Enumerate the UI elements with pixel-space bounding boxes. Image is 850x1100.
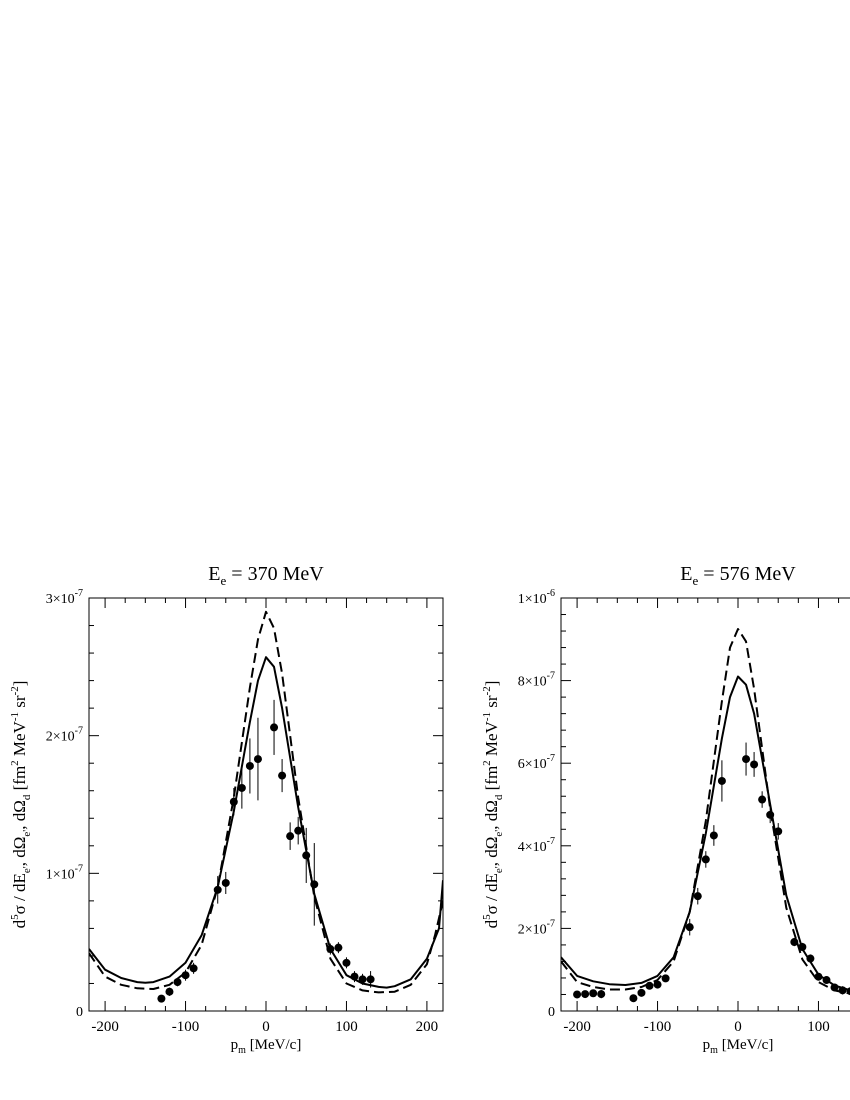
data-point (685, 923, 694, 932)
data-point (366, 975, 375, 984)
data-point (790, 938, 799, 947)
dashed-curve (89, 610, 443, 994)
x-tick-label: 200 (416, 1019, 439, 1035)
x-axis-label: pm [MeV/c] (703, 1037, 774, 1056)
data-point (358, 975, 367, 984)
y-tick-label: 0 (76, 1005, 83, 1020)
data-point (750, 760, 759, 769)
data-point (830, 983, 839, 992)
x-tick-label: -200 (91, 1019, 119, 1035)
y-tick-label: 3×10-7 (46, 588, 83, 607)
data-point (645, 981, 654, 990)
x-tick-label: -200 (563, 1019, 591, 1035)
data-point (245, 761, 254, 770)
x-tick-label: 0 (734, 1019, 742, 1035)
x-tick-label: -100 (172, 1019, 200, 1035)
data-point (661, 974, 670, 983)
data-point (286, 832, 295, 841)
data-point (573, 990, 582, 999)
x-axis-label: pm [MeV/c] (231, 1037, 302, 1056)
data-points (157, 699, 375, 1003)
data-point (846, 987, 850, 996)
data-point (310, 880, 319, 889)
data-point (589, 989, 598, 998)
data-point (838, 986, 847, 995)
data-point (822, 976, 831, 985)
data-point (237, 783, 246, 792)
data-point (798, 942, 807, 951)
data-point (157, 994, 166, 1003)
data-point (581, 990, 590, 999)
y-axis-label: d5σ / dEe', dΩe', dΩd [fm2 MeV-1 sr-2] (9, 681, 33, 929)
data-point (629, 994, 638, 1003)
x-tick-label: 100 (807, 1019, 830, 1035)
solid-curve (561, 675, 850, 992)
y-tick-label: 1×10-6 (518, 588, 555, 607)
plot-area (89, 610, 443, 1003)
data-point (597, 990, 606, 999)
data-point (181, 971, 190, 980)
chart-title: Ee = 370 MeV (208, 563, 324, 588)
y-tick-label: 6×10-7 (518, 753, 555, 772)
data-point (766, 810, 775, 819)
y-tick-label: 2×10-7 (518, 918, 555, 937)
plot-frame (560, 597, 850, 1012)
data-point (653, 980, 662, 989)
data-points (573, 742, 850, 1003)
data-point (221, 878, 230, 887)
data-point (229, 797, 238, 806)
y-tick-label: 4×10-7 (518, 836, 555, 855)
plot-area (561, 628, 850, 1003)
data-point (173, 978, 182, 987)
data-point (814, 972, 823, 981)
panel-370-mev: Ee = 370 MeV -200 -100 0 100 200 0 1×10-7 2×10-7… (9, 563, 444, 1056)
data-point (342, 958, 351, 967)
y-tick-label: 1×10-7 (46, 863, 83, 882)
data-point (806, 954, 815, 963)
y-tick-label: 2×10-7 (46, 726, 83, 745)
x-tick-label: 100 (335, 1019, 358, 1035)
x-tick-label: -100 (644, 1019, 672, 1035)
x-tick-label: 0 (262, 1019, 270, 1035)
data-point (189, 964, 198, 973)
data-point (717, 776, 726, 785)
data-point (637, 988, 646, 997)
panel-576-mev: Ee = 576 MeV -200 -100 0 100 0 2×10-7 4×10-7 6×1… (481, 563, 850, 1056)
x-axis-ticks (89, 597, 443, 1012)
data-point (350, 972, 359, 981)
data-point (294, 826, 303, 835)
data-point (693, 892, 702, 901)
data-point (701, 855, 710, 864)
data-point (270, 723, 279, 732)
data-point (774, 827, 783, 836)
data-point (326, 945, 335, 954)
y-axis-label: d5σ / dEe', dΩe', dΩd [fm2 MeV-1 sr-2] (481, 681, 505, 929)
data-point (334, 943, 343, 952)
chart-title: Ee = 576 MeV (680, 563, 796, 588)
x-axis-ticks (561, 597, 840, 1012)
y-tick-label: 8×10-7 (518, 671, 555, 690)
data-point (302, 851, 311, 860)
y-tick-label: 0 (548, 1005, 555, 1020)
data-point (742, 755, 751, 764)
data-point (253, 755, 262, 764)
data-point (165, 987, 174, 996)
data-point (213, 885, 222, 894)
data-point (758, 795, 767, 804)
solid-curve (89, 656, 443, 989)
data-point (278, 771, 287, 780)
dashed-curve (561, 628, 850, 995)
data-point (709, 831, 718, 840)
